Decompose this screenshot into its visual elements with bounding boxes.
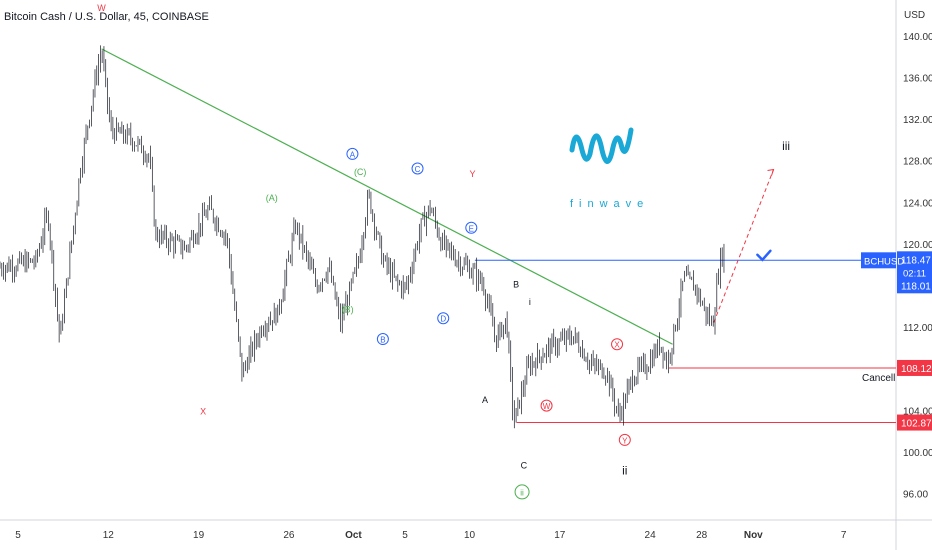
time-tick-label: 12	[103, 530, 115, 541]
time-tick-label: 17	[554, 530, 566, 541]
wave-label-circle	[611, 338, 624, 351]
wave-label: Y	[622, 436, 628, 445]
price-tick-label: 128.00	[903, 157, 932, 168]
wave-label: (B)	[342, 304, 354, 314]
price-tick-label: 100.00	[903, 448, 932, 459]
wave-label-circle	[618, 433, 631, 446]
wave-label: Y	[469, 169, 475, 179]
price-tick-label: 124.00	[903, 198, 932, 209]
price-tick-label: 140.00	[903, 32, 932, 43]
time-tick-label: Nov	[744, 530, 763, 541]
wave-label: W	[97, 3, 106, 13]
wave-label: ii	[622, 464, 627, 478]
price-tag-value: 118.47	[901, 255, 931, 266]
wave-label-circle	[411, 162, 424, 175]
price-tick-label: 120.00	[903, 240, 932, 251]
symbol-tag	[861, 252, 896, 269]
wave-label: (A)	[266, 193, 278, 203]
time-tick-label: 5	[15, 530, 21, 541]
wave-label: C	[521, 460, 528, 470]
wave-label: i	[529, 297, 531, 307]
price-tag	[897, 414, 932, 431]
wave-label-circle	[465, 221, 478, 234]
price-tag-value: 108.12	[901, 364, 932, 375]
wave-label: iii	[782, 139, 790, 153]
price-tag-value: 118.01	[901, 281, 931, 292]
level-label: Cancell	[862, 373, 895, 384]
chart-title: Bitcoin Cash / U.S. Dollar, 45, COINBASE	[4, 11, 209, 23]
price-tag	[897, 251, 932, 294]
price-axis[interactable]: 96.00100.00104.00108.00112.00116.00120.0…	[861, 32, 932, 501]
wave-label: E	[469, 224, 474, 233]
wave-label-circle	[514, 484, 530, 500]
time-tick-label: 26	[283, 530, 295, 541]
price-tick-label: 112.00	[903, 323, 932, 334]
time-tick-label: 24	[645, 530, 657, 541]
wave-label: B	[380, 336, 385, 345]
trendline	[101, 48, 673, 345]
price-tick-label: 132.00	[903, 115, 932, 126]
finwave-logo-icon	[569, 127, 634, 164]
wave-label: B	[513, 279, 519, 289]
finwave-logo-text: finwave	[570, 198, 650, 210]
currency-label: USD	[904, 10, 925, 21]
wave-label: D	[440, 315, 446, 324]
checkmark-icon	[756, 249, 772, 262]
time-tick-label: 10	[464, 530, 476, 541]
wave-label-circle	[540, 399, 553, 412]
annotation-lines	[101, 48, 896, 424]
wave-label: ii	[520, 488, 524, 497]
wave-label: X	[200, 406, 206, 416]
countdown-label: 02:11	[903, 268, 926, 279]
time-tick-label: 19	[193, 530, 205, 541]
wave-label: A	[482, 395, 488, 405]
wave-label: C	[415, 165, 421, 174]
projection-arrow-icon	[767, 168, 775, 176]
wave-label-circle	[437, 312, 450, 325]
time-tick-label: Oct	[345, 530, 362, 541]
wave-label-circle	[376, 333, 389, 346]
time-tick-label: 5	[402, 530, 408, 541]
price-tag-value: 102.87	[901, 419, 932, 430]
time-tick-label: 28	[696, 530, 708, 541]
time-tick-label: 7	[841, 530, 847, 541]
price-tick-label: 96.00	[903, 490, 928, 501]
wave-label: X	[614, 341, 620, 350]
wave-label: (C)	[354, 167, 367, 177]
candles	[0, 45, 725, 429]
price-tick-label: 104.00	[903, 406, 932, 417]
symbol-tag-label: BCHUSD	[864, 256, 904, 267]
price-tick-label: 136.00	[903, 74, 932, 85]
wave-label-circle	[346, 147, 359, 160]
wave-label: W	[543, 402, 551, 411]
time-axis[interactable]: 5 12 19 26 Oct 5 10 17 24 28 Nov 7	[15, 530, 847, 541]
projection-line	[713, 169, 775, 323]
wave-label: A	[350, 150, 356, 159]
price-tag	[897, 359, 932, 376]
